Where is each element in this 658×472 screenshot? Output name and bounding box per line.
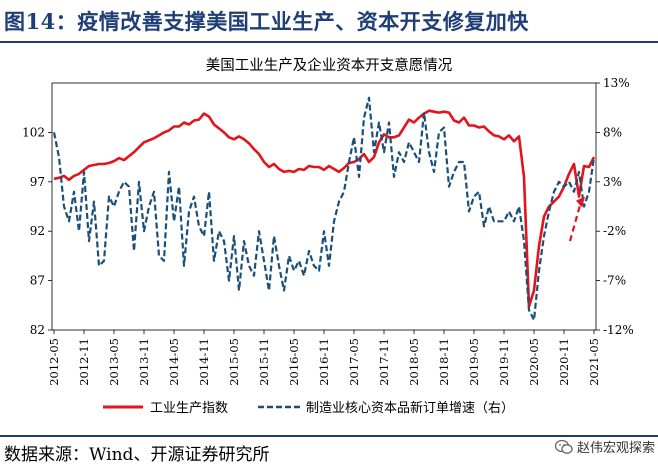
watermark-text: 赵伟宏观探索 bbox=[577, 441, 656, 456]
wechat-icon bbox=[554, 439, 573, 455]
y-right-tick-label: 3% bbox=[603, 175, 622, 189]
x-tick-label: 2019-05 bbox=[467, 338, 481, 386]
trend-arrow-shaft bbox=[568, 201, 583, 242]
y-left-tick-label: 82 bbox=[30, 323, 45, 337]
y-left-tick-label: 102 bbox=[22, 125, 45, 139]
y-left-tick-label: 92 bbox=[30, 224, 45, 238]
series-line-industrial-production bbox=[53, 109, 596, 308]
plot-area: 82 87 92 97 102 13% 8% 3% -2% -7% -12% 2012-05 2012-… bbox=[22, 76, 634, 386]
x-tick-label: 2016-05 bbox=[287, 338, 301, 386]
figure-title: 图14：疫情改善支撑美国工业生产、资本开支修复加快 bbox=[4, 9, 529, 34]
source-note: 数据来源：Wind、开源证券研究所 bbox=[4, 445, 270, 465]
legend-label-orders: 制造业核心资本品新订单增速（右） bbox=[306, 400, 514, 416]
y-left-tick-label: 97 bbox=[30, 175, 45, 189]
footer-rule bbox=[0, 435, 658, 437]
trend-arrow-head bbox=[576, 196, 585, 208]
series-line-core-capital-orders bbox=[52, 96, 596, 322]
chart: 美国工业生产及企业资本开支意愿情况 82 87 92 97 102 13% 8% 3% -2% -… bbox=[22, 56, 634, 416]
watermark: 赵伟宏观探索 bbox=[554, 437, 656, 456]
plot-frame bbox=[51, 82, 597, 331]
x-tick-label: 2013-05 bbox=[107, 338, 121, 386]
x-tick-label: 2014-11 bbox=[197, 338, 211, 386]
x-tick-label: 2017-05 bbox=[347, 338, 361, 386]
x-tick-label: 2020-05 bbox=[527, 338, 541, 386]
title-rule bbox=[0, 41, 658, 43]
x-tick-label: 2020-11 bbox=[557, 338, 571, 386]
y-right-tick-label: 8% bbox=[603, 125, 622, 139]
legend-label-industrial: 工业生产指数 bbox=[150, 401, 228, 416]
legend: 工业生产指数 制造业核心资本品新订单增速（右） bbox=[103, 400, 514, 416]
x-tick-label: 2014-05 bbox=[167, 338, 181, 386]
y-right-tick-label: -2% bbox=[603, 224, 626, 238]
x-tick-label: 2015-11 bbox=[257, 338, 271, 386]
x-tick-label: 2016-11 bbox=[317, 338, 331, 386]
y-right-tick-label: 13% bbox=[603, 76, 630, 90]
x-tick-label: 2019-11 bbox=[497, 338, 511, 386]
figure-header: 图14：疫情改善支撑美国工业生产、资本开支修复加快 bbox=[0, 0, 658, 42]
x-tick-label: 2017-11 bbox=[377, 338, 391, 386]
x-tick-label: 2015-05 bbox=[227, 338, 241, 386]
x-tick-label: 2012-11 bbox=[77, 338, 91, 386]
x-tick-label: 2013-11 bbox=[137, 338, 151, 386]
y-right-tick-label: -7% bbox=[603, 274, 626, 288]
x-tick-label: 2018-05 bbox=[407, 338, 421, 386]
x-tick-label: 2018-11 bbox=[437, 338, 451, 386]
chart-title: 美国工业生产及企业资本开支意愿情况 bbox=[206, 56, 453, 74]
y-right-tick-label: -12% bbox=[603, 323, 634, 337]
x-tick-label: 2012-05 bbox=[47, 338, 61, 386]
x-tick-label: 2021-05 bbox=[587, 338, 601, 386]
y-left-tick-label: 87 bbox=[30, 274, 45, 288]
